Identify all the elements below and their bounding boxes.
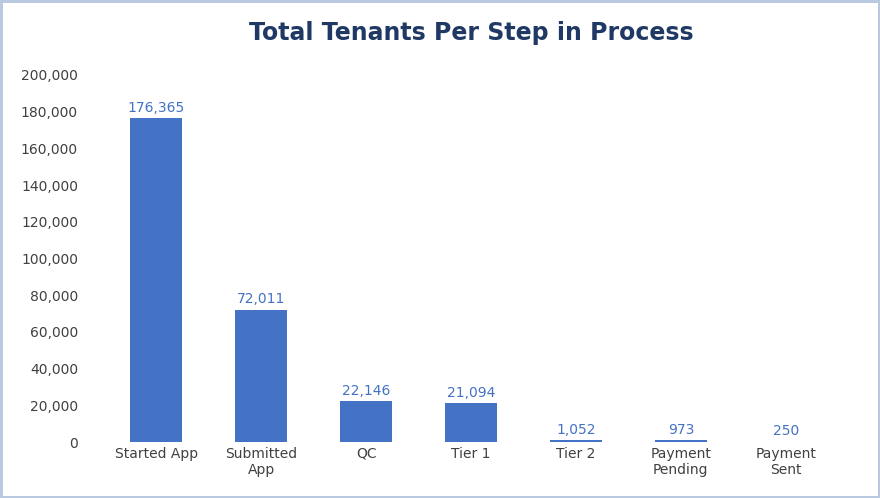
Text: 1,052: 1,052: [556, 422, 596, 437]
Bar: [444, 403, 497, 442]
Bar: [550, 440, 602, 442]
Text: 22,146: 22,146: [342, 384, 390, 398]
Text: 250: 250: [773, 424, 799, 438]
Text: 176,365: 176,365: [128, 101, 185, 115]
Text: 72,011: 72,011: [237, 292, 285, 306]
Bar: [235, 310, 288, 442]
Title: Total Tenants Per Step in Process: Total Tenants Per Step in Process: [249, 21, 693, 45]
Text: 21,094: 21,094: [447, 385, 495, 400]
Bar: [130, 118, 182, 442]
Bar: [340, 401, 392, 442]
Text: 973: 973: [668, 423, 694, 437]
Bar: [655, 440, 707, 442]
